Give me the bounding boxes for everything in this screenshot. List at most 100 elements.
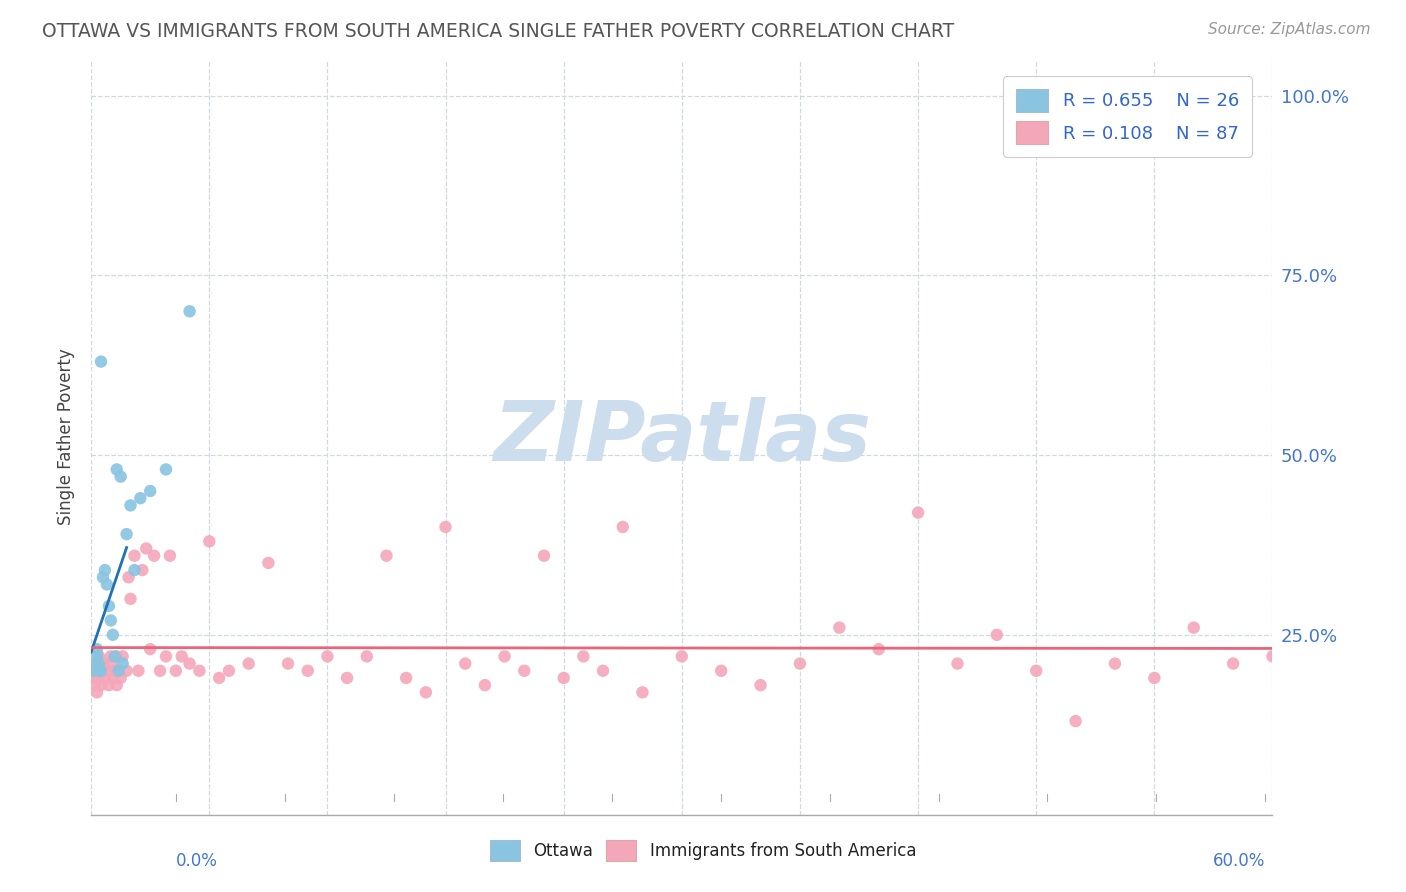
Point <box>86 657 108 671</box>
Point <box>165 664 187 678</box>
Point <box>105 678 128 692</box>
Point <box>105 462 128 476</box>
Point <box>789 657 811 671</box>
Point <box>671 649 693 664</box>
Point <box>139 642 162 657</box>
Point <box>155 649 177 664</box>
Point <box>111 649 134 664</box>
Point <box>155 462 177 476</box>
Point <box>94 671 117 685</box>
Point <box>159 549 181 563</box>
Point <box>117 570 139 584</box>
Point <box>90 664 112 678</box>
Y-axis label: Single Father Poverty: Single Father Poverty <box>58 349 75 525</box>
Point <box>107 664 129 678</box>
Point <box>179 657 201 671</box>
Point <box>110 671 132 685</box>
Point <box>1222 657 1244 671</box>
Legend: Ottawa, Immigrants from South America: Ottawa, Immigrants from South America <box>484 833 922 868</box>
Point <box>1025 664 1047 678</box>
Text: Source: ZipAtlas.com: Source: ZipAtlas.com <box>1208 22 1371 37</box>
Point <box>101 628 124 642</box>
Point <box>395 671 418 685</box>
Point <box>415 685 437 699</box>
Point <box>828 621 851 635</box>
Point <box>101 671 124 685</box>
Text: 60.0%: 60.0% <box>1213 852 1265 870</box>
Point <box>107 664 129 678</box>
Point <box>1182 621 1205 635</box>
Point <box>553 671 575 685</box>
Point <box>198 534 221 549</box>
Text: 0.0%: 0.0% <box>176 852 218 870</box>
Point <box>84 664 107 678</box>
Point <box>316 649 339 664</box>
Point <box>124 563 146 577</box>
Text: OTTAWA VS IMMIGRANTS FROM SOUTH AMERICA SINGLE FATHER POVERTY CORRELATION CHART: OTTAWA VS IMMIGRANTS FROM SOUTH AMERICA … <box>42 22 955 41</box>
Point <box>105 649 128 664</box>
Point <box>104 649 127 664</box>
Point <box>907 506 929 520</box>
Point <box>494 649 516 664</box>
Point <box>208 671 231 685</box>
Point <box>84 678 107 692</box>
Point <box>87 657 110 671</box>
Point <box>120 591 142 606</box>
Point <box>533 549 555 563</box>
Point <box>115 527 138 541</box>
Point <box>127 664 149 678</box>
Point <box>572 649 595 664</box>
Point <box>474 678 496 692</box>
Point <box>86 685 108 699</box>
Point <box>149 664 172 678</box>
Point <box>179 304 201 318</box>
Point <box>96 664 118 678</box>
Point <box>946 657 969 671</box>
Point <box>94 563 117 577</box>
Point <box>454 657 477 671</box>
Point <box>188 664 211 678</box>
Point <box>257 556 280 570</box>
Point <box>513 664 536 678</box>
Point <box>124 549 146 563</box>
Point <box>84 657 107 671</box>
Point <box>90 678 112 692</box>
Point <box>1261 649 1284 664</box>
Point <box>277 657 299 671</box>
Point <box>120 499 142 513</box>
Point <box>139 483 162 498</box>
Point <box>297 664 319 678</box>
Text: ZIPatlas: ZIPatlas <box>494 397 870 477</box>
Point <box>631 685 654 699</box>
Point <box>87 649 110 664</box>
Point <box>87 671 110 685</box>
Point <box>115 664 138 678</box>
Point <box>612 520 634 534</box>
Point <box>1064 714 1087 728</box>
Point <box>91 657 114 671</box>
Point <box>90 354 112 368</box>
Point <box>86 642 108 657</box>
Point <box>434 520 457 534</box>
Point <box>135 541 157 556</box>
Point <box>111 657 134 671</box>
Point <box>238 657 260 671</box>
Point <box>986 628 1008 642</box>
Point <box>375 549 398 563</box>
Point <box>100 649 122 664</box>
Point <box>592 664 614 678</box>
Point <box>1104 657 1126 671</box>
Point <box>91 570 114 584</box>
Point <box>356 649 378 664</box>
Point <box>100 614 122 628</box>
Legend: R = 0.655    N = 26, R = 0.108    N = 87: R = 0.655 N = 26, R = 0.108 N = 87 <box>1002 76 1251 157</box>
Point <box>82 664 104 678</box>
Point <box>170 649 193 664</box>
Point <box>97 678 120 692</box>
Point <box>104 664 127 678</box>
Point <box>87 664 110 678</box>
Point <box>1143 671 1166 685</box>
Point <box>143 549 166 563</box>
Point <box>710 664 733 678</box>
Point <box>218 664 240 678</box>
